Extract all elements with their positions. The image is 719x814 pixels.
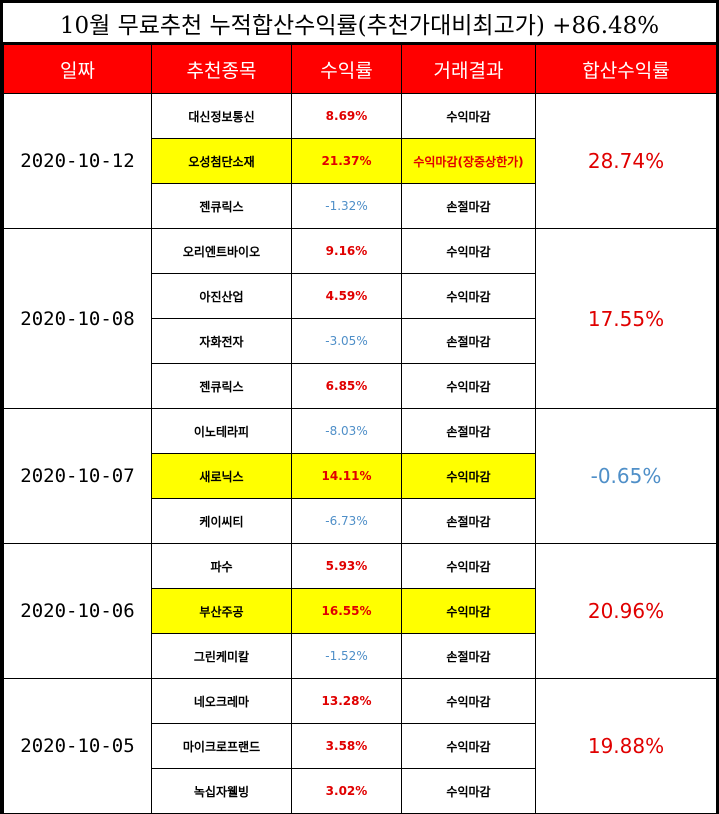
stock-name-cell: 새로닉스 [151, 453, 292, 499]
trade-result-cell: 수익마감 [401, 588, 536, 634]
trade-result-cell: 손절마감 [401, 408, 536, 454]
header-total-return: 합산수익률 [535, 44, 717, 94]
stock-name-cell: 이노테라피 [151, 408, 292, 454]
return-cell: -8.03% [291, 408, 402, 454]
trade-result-cell: 수익마감 [401, 768, 536, 814]
table-row: 2020-10-12 대신정보통신 8.69% 수익마감 28.74% [3, 93, 717, 229]
date-cell: 2020-10-12 [3, 93, 152, 229]
return-cell: 9.16% [291, 228, 402, 274]
page-title: 10월 무료추천 누적합산수익률(추천가대비최고가) +86.48% [3, 3, 716, 42]
stock-name-cell: 마이크로프랜드 [151, 723, 292, 769]
stock-name-cell: 부산주공 [151, 588, 292, 634]
return-cell: 4.59% [291, 273, 402, 319]
return-cell: -6.73% [291, 498, 402, 544]
table-row: 젠큐릭스 -1.32% 손절마감 [4, 183, 717, 229]
trade-result-cell: 손절마감 [401, 633, 536, 679]
trade-result-cell: 수익마감 [401, 93, 536, 139]
return-cell: 3.58% [291, 723, 402, 769]
recommendation-table: 일짜 추천종목 수익률 거래결과 합산수익률 2020-10-12 대신정보통신 8… [3, 44, 717, 814]
date-cell: 2020-10-05 [3, 678, 152, 814]
table-row: 새로닉스 14.11% 수익마감 [4, 453, 717, 499]
total-return-cell: 20.96% [535, 543, 717, 679]
return-cell: 13.28% [291, 678, 402, 724]
stock-name-cell: 아진산업 [151, 273, 292, 319]
total-return-cell: 17.55% [535, 228, 717, 409]
table-row: 녹십자웰빙 3.02% 수익마감 [4, 768, 717, 814]
date-cell: 2020-10-08 [3, 228, 152, 409]
stock-name-cell: 대신정보통신 [151, 93, 292, 139]
return-cell: 16.55% [291, 588, 402, 634]
return-cell: -3.05% [291, 318, 402, 364]
return-cell: -1.32% [291, 183, 402, 229]
stock-name-cell: 젠큐릭스 [151, 363, 292, 409]
header-return: 수익률 [291, 44, 402, 94]
table-row: 2020-10-08 오리엔트바이오 9.16% 수익마감 17.55% [3, 228, 717, 409]
stock-name-cell: 네오크레마 [151, 678, 292, 724]
return-cell: 14.11% [291, 453, 402, 499]
trade-result-cell: 수익마감 [401, 678, 536, 724]
return-cell: -1.52% [291, 633, 402, 679]
table-row: 아진산업 4.59% 수익마감 [4, 273, 717, 319]
stock-name-cell: 자화전자 [151, 318, 292, 364]
table-row: 자화전자 -3.05% 손절마감 [4, 318, 717, 364]
stock-name-cell: 그린케미칼 [151, 633, 292, 679]
stock-name-cell: 젠큐릭스 [151, 183, 292, 229]
return-cell: 6.85% [291, 363, 402, 409]
stock-name-cell: 케이씨티 [151, 498, 292, 544]
table-row: 2020-10-05 네오크레마 13.28% 수익마감 19.88% [3, 678, 717, 814]
return-cell: 5.93% [291, 543, 402, 589]
table-row: 2020-10-07 이노테라피 -8.03% 손절마감 -0.65% [3, 408, 717, 544]
trade-result-cell: 수익마감 [401, 363, 536, 409]
table-row: 케이씨티 -6.73% 손절마감 [4, 498, 717, 544]
total-return-cell: 19.88% [535, 678, 717, 814]
trade-result-cell: 수익마감 [401, 543, 536, 589]
table-row: 오성첨단소재 21.37% 수익마감(장중상한가) [4, 138, 717, 184]
table-row: 2020-10-06 파수 5.93% 수익마감 20.96% [3, 543, 717, 679]
trade-result-cell: 수익마감 [401, 273, 536, 319]
stock-name-cell: 녹십자웰빙 [151, 768, 292, 814]
table-row: 그린케미칼 -1.52% 손절마감 [4, 633, 717, 679]
trade-result-cell: 손절마감 [401, 498, 536, 544]
stock-name-cell: 오성첨단소재 [151, 138, 292, 184]
trade-result-cell: 수익마감 [401, 228, 536, 274]
table-header-row: 일짜 추천종목 수익률 거래결과 합산수익률 [3, 44, 717, 94]
total-return-cell: 28.74% [535, 93, 717, 229]
trade-result-cell: 수익마감 [401, 453, 536, 499]
return-cell: 3.02% [291, 768, 402, 814]
table-row: 젠큐릭스 6.85% 수익마감 [4, 363, 717, 409]
header-date: 일짜 [3, 44, 152, 94]
trade-result-cell: 수익마감 [401, 723, 536, 769]
header-result: 거래결과 [401, 44, 536, 94]
trade-result-cell: 수익마감(장중상한가) [401, 138, 536, 184]
date-cell: 2020-10-06 [3, 543, 152, 679]
stock-name-cell: 파수 [151, 543, 292, 589]
total-return-cell: -0.65% [535, 408, 717, 544]
trade-result-cell: 손절마감 [401, 183, 536, 229]
table-row: 부산주공 16.55% 수익마감 [4, 588, 717, 634]
trade-result-cell: 손절마감 [401, 318, 536, 364]
stock-name-cell: 오리엔트바이오 [151, 228, 292, 274]
header-stock: 추천종목 [151, 44, 292, 94]
return-cell: 8.69% [291, 93, 402, 139]
return-cell: 21.37% [291, 138, 402, 184]
table-body: 2020-10-12 대신정보통신 8.69% 수익마감 28.74% 오성첨단소재 21.… [3, 93, 717, 814]
date-cell: 2020-10-07 [3, 408, 152, 544]
